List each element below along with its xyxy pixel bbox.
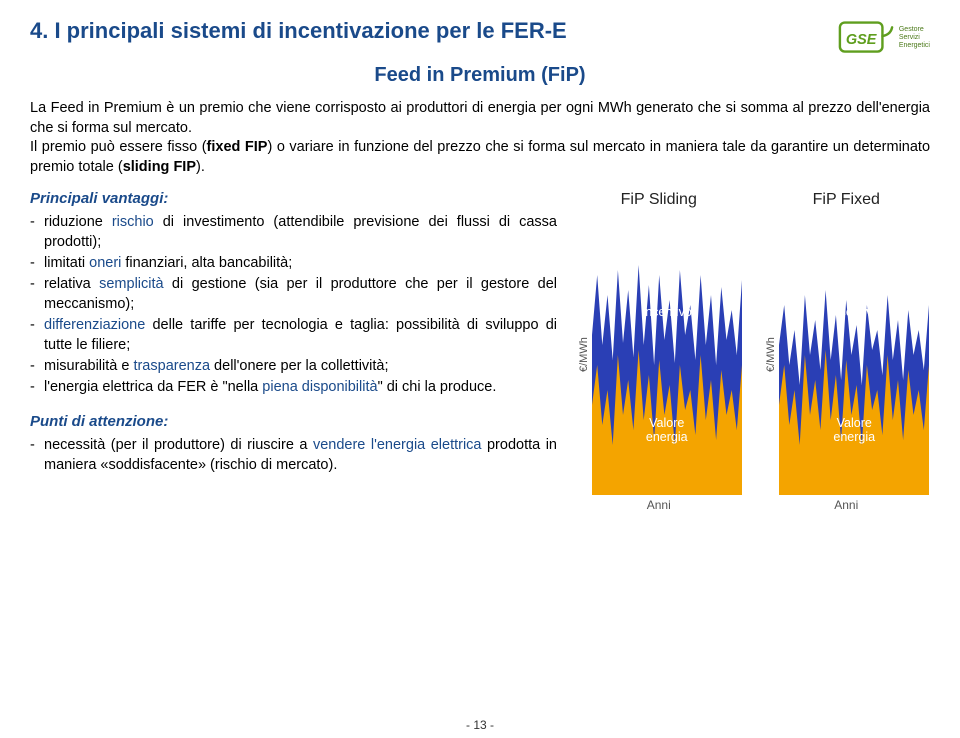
logo-text: Gestore Servizi Energetici bbox=[899, 26, 930, 49]
label-incentivo: Incentivo bbox=[829, 305, 879, 319]
chart-sliding-title: FiP Sliding bbox=[621, 191, 697, 209]
punti-list: necessità (per il produttore) di riuscir… bbox=[30, 435, 557, 475]
list-item: limitati oneri finanziari, alta bancabil… bbox=[30, 253, 557, 273]
page-title: 4. I principali sistemi di incentivazion… bbox=[30, 18, 567, 44]
label-valore: Valoreenergia bbox=[646, 417, 688, 445]
chart-ylabel: €/MWh bbox=[576, 215, 592, 495]
list-item: l'energia elettrica da FER è "nella pien… bbox=[30, 377, 557, 397]
chart-fixed-title: FiP Fixed bbox=[813, 191, 880, 209]
chart-xlabel: Anni bbox=[647, 498, 671, 512]
chart-fixed-canvas: Incentivo Valoreenergia bbox=[779, 215, 929, 495]
gse-logo-icon: GSE bbox=[837, 18, 895, 58]
page-header: 4. I principali sistemi di incentivazion… bbox=[30, 18, 930, 58]
chart-fixed: FiP Fixed €/MWh Incentivo Valoreenergia … bbox=[763, 191, 931, 512]
subtitle: Feed in Premium (FiP) bbox=[30, 64, 930, 87]
chart-ylabel: €/MWh bbox=[763, 215, 779, 495]
label-incentivo: Incentivo bbox=[642, 305, 692, 319]
vantaggi-heading: Principali vantaggi: bbox=[30, 189, 557, 210]
list-item: differenziazione delle tariffe per tecno… bbox=[30, 315, 557, 355]
svg-text:GSE: GSE bbox=[846, 32, 878, 48]
punti-heading: Punti di attenzione: bbox=[30, 412, 557, 433]
vantaggi-list: riduzione rischio di investimento (atten… bbox=[30, 212, 557, 397]
list-item: riduzione rischio di investimento (atten… bbox=[30, 212, 557, 252]
label-valore: Valoreenergia bbox=[833, 417, 875, 445]
list-item: misurabilità e trasparenza dell'onere pe… bbox=[30, 356, 557, 376]
list-item: necessità (per il produttore) di riuscir… bbox=[30, 435, 557, 475]
gse-logo: GSE Gestore Servizi Energetici bbox=[837, 18, 930, 58]
chart-sliding: FiP Sliding €/MWh Incentivo Valoreenergi… bbox=[575, 191, 743, 512]
intro-text: La Feed in Premium è un premio che viene… bbox=[30, 99, 930, 177]
left-column: Principali vantaggi: riduzione rischio d… bbox=[30, 189, 557, 512]
list-item: relativa semplicità di gestione (sia per… bbox=[30, 274, 557, 314]
chart-sliding-canvas: Incentivo Valoreenergia bbox=[592, 215, 742, 495]
charts-area: FiP Sliding €/MWh Incentivo Valoreenergi… bbox=[575, 189, 930, 512]
page-number: - 13 - bbox=[466, 718, 494, 732]
chart-xlabel: Anni bbox=[834, 498, 858, 512]
